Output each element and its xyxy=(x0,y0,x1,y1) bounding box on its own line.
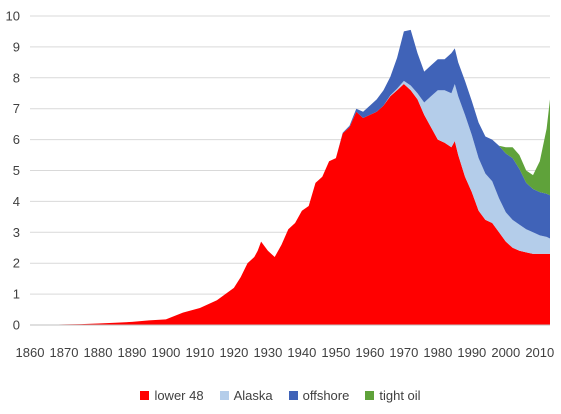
x-tick-label: 1910 xyxy=(185,345,214,360)
y-tick-label: 10 xyxy=(6,9,20,24)
legend-item-lower-48: lower 48 xyxy=(140,387,204,403)
legend-swatch xyxy=(288,390,298,400)
legend-item-tight-oil: tight oil xyxy=(365,387,421,403)
chart: 0 1 2 3 4 5 6 7 8 9 10 1860 1870 1880 1890 1900 1910 192… xyxy=(6,9,555,361)
x-tick-label: 1860 xyxy=(16,345,45,360)
x-tick-label: 1980 xyxy=(423,345,452,360)
y-tick-label: 1 xyxy=(13,287,20,302)
legend: lower 48 Alaska offshore tight oil xyxy=(0,385,561,405)
x-tick-label: 1890 xyxy=(117,345,146,360)
legend-label: lower 48 xyxy=(154,387,204,403)
x-tick-label: 1990 xyxy=(457,345,486,360)
x-tick-label: 1870 xyxy=(50,345,79,360)
y-axis: 0 1 2 3 4 5 6 7 8 9 10 xyxy=(6,9,20,333)
y-tick-label: 4 xyxy=(13,194,20,209)
x-tick-label: 2010 xyxy=(525,345,554,360)
legend-item-offshore: offshore xyxy=(288,387,350,403)
y-tick-label: 5 xyxy=(13,163,20,178)
y-tick-label: 2 xyxy=(13,256,20,271)
legend-item-alaska: Alaska xyxy=(219,387,273,403)
x-tick-label: 1920 xyxy=(219,345,248,360)
y-tick-label: 7 xyxy=(13,101,20,116)
legend-swatch xyxy=(140,390,150,400)
area-series xyxy=(30,29,550,326)
x-tick-label: 1970 xyxy=(389,345,418,360)
x-tick-label: 1960 xyxy=(355,345,384,360)
legend-swatch xyxy=(365,390,375,400)
y-tick-label: 9 xyxy=(13,39,20,54)
y-tick-label: 8 xyxy=(13,70,20,85)
x-tick-label: 1950 xyxy=(321,345,350,360)
x-tick-label: 1900 xyxy=(151,345,180,360)
legend-label: Alaska xyxy=(233,387,273,403)
x-tick-label: 1930 xyxy=(253,345,282,360)
legend-swatch xyxy=(219,390,229,400)
y-tick-label: 0 xyxy=(13,318,20,333)
gridlines xyxy=(30,15,550,295)
y-tick-label: 3 xyxy=(13,225,20,240)
legend-label: offshore xyxy=(302,387,350,403)
x-tick-label: 1880 xyxy=(84,345,113,360)
x-axis: 1860 1870 1880 1890 1900 1910 1920 1930 1940 1950… xyxy=(16,345,555,360)
legend-label: tight oil xyxy=(379,387,421,403)
y-tick-label: 6 xyxy=(13,132,20,147)
x-tick-label: 1940 xyxy=(287,345,316,360)
x-tick-label: 2000 xyxy=(491,345,520,360)
area-lower-48 xyxy=(30,84,550,325)
